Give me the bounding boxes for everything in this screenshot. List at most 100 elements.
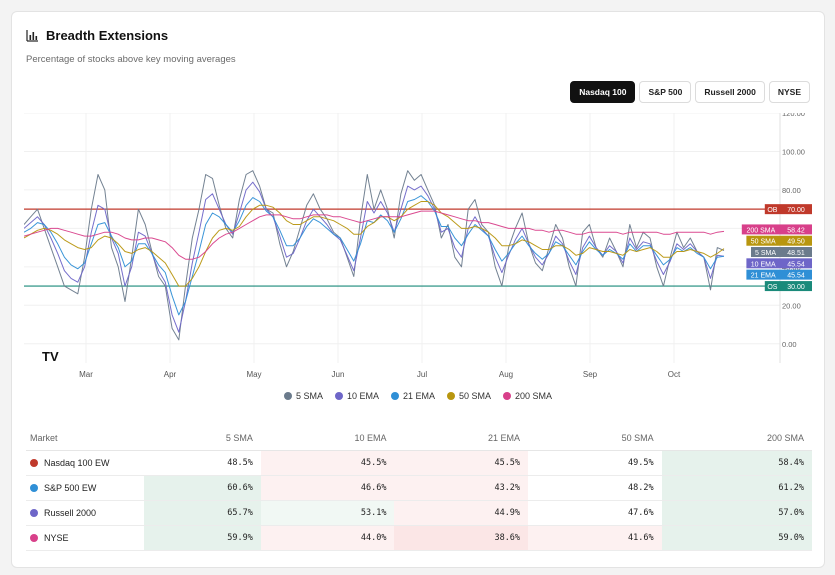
x-tick-label: Mar — [79, 370, 93, 379]
x-tick-label: Jul — [417, 370, 427, 379]
price-tag-50-sma: 50 SMA 49.50 — [746, 235, 812, 246]
value-cell: 57.0% — [661, 500, 812, 526]
legend-swatch — [447, 392, 455, 400]
tag-value: 58.42 — [787, 227, 805, 234]
value-cell: 58.4% — [661, 450, 812, 476]
y-tick-label: 0.00 — [782, 340, 797, 349]
price-tag-5-sma: 5 SMA 48.51 — [751, 247, 812, 258]
tag-value-bg — [780, 269, 812, 280]
y-tick-label: 100.00 — [782, 147, 805, 156]
value-cell: 47.6% — [528, 500, 662, 526]
price-tag-200-sma: 200 SMA 58.42 — [741, 224, 812, 235]
title-row: Breadth Extensions — [26, 28, 168, 43]
value-cell: 59.9% — [144, 525, 261, 551]
tag-value-bg — [780, 204, 812, 215]
legend-swatch — [390, 392, 399, 400]
col-header-market: Market — [26, 426, 144, 451]
value-cell: 45.5% — [260, 450, 395, 476]
tag-label-bg — [751, 247, 780, 258]
tag-label: 200 SMA — [747, 227, 776, 234]
market-cell: S&P 500 EW — [26, 475, 144, 501]
tag-value: 70.00 — [787, 207, 805, 214]
tag-value-bg — [780, 224, 812, 235]
market-dot — [30, 483, 38, 492]
tag-value: 45.54 — [787, 261, 805, 268]
price-tag-10-ema: 10 EMA 45.54 — [746, 258, 812, 269]
market-dot — [30, 533, 38, 542]
market-cell: NYSE — [26, 525, 144, 551]
value-cell: 45.5% — [394, 450, 529, 476]
x-tick-label: May — [246, 370, 261, 379]
tag-value: 49.50 — [787, 239, 805, 246]
tag-value: 30.00 — [787, 284, 805, 291]
x-tick-label: Aug — [499, 370, 513, 379]
tag-value-bg — [780, 235, 812, 246]
market-name: S&P 500 EW — [44, 482, 97, 493]
x-tick-label: Jun — [332, 370, 345, 379]
tag-label: 21 EMA — [751, 273, 776, 280]
value-cell: 48.2% — [528, 475, 662, 501]
tag-value-bg — [780, 247, 812, 258]
chart-legend: 5 SMA 10 EMA 21 EMA 50 SMA 200 SMA — [12, 391, 824, 401]
tag-value-bg — [780, 258, 812, 269]
legend-swatch — [283, 392, 292, 400]
tag-label: 10 EMA — [751, 261, 776, 268]
legend-item-10-ema[interactable]: 10 EMA — [334, 391, 379, 401]
value-cell: 46.6% — [260, 475, 395, 501]
market-cell: Russell 2000 — [26, 500, 144, 526]
legend-item-200-sma[interactable]: 200 SMA — [503, 391, 552, 401]
table-row[interactable]: NYSE 59.9% 44.0% 38.6% 41.6% 59.0% — [26, 525, 812, 551]
col-header-21-ema: 21 EMA — [394, 426, 529, 451]
value-cell: 38.6% — [394, 525, 529, 551]
table-header-row: Market 5 SMA 10 EMA 21 EMA 50 SMA 200 SM… — [26, 426, 812, 451]
legend-item-21-ema[interactable]: 21 EMA — [390, 391, 435, 401]
tag-label: OS — [767, 284, 777, 291]
col-header-200-sma: 200 SMA — [661, 426, 812, 451]
legend-swatch — [503, 392, 512, 400]
col-header-50-sma: 50 SMA — [528, 426, 662, 451]
tag-label: 5 SMA — [755, 250, 776, 257]
table-row[interactable]: S&P 500 EW 60.6% 46.6% 43.2% 48.2% 61.2% — [26, 475, 812, 501]
legend-item-50-sma[interactable]: 50 SMA — [447, 391, 491, 401]
market-name: Russell 2000 — [44, 507, 97, 518]
tab-russell-2000[interactable]: Russell 2000 — [695, 81, 765, 103]
value-cell: 48.5% — [144, 450, 261, 476]
x-tick-label: Sep — [583, 370, 598, 379]
legend-label: 5 SMA — [295, 391, 323, 401]
value-cell: 49.5% — [528, 450, 662, 476]
tag-label-bg — [746, 269, 780, 280]
tab-nyse[interactable]: NYSE — [768, 81, 810, 103]
price-tag-21-ema: 21 EMA 45.54 — [746, 269, 812, 280]
value-cell: 44.9% — [394, 500, 529, 526]
x-tick-label: Oct — [668, 370, 681, 379]
legend-item-5-sma[interactable]: 5 SMA — [283, 391, 323, 401]
value-cell: 41.6% — [528, 525, 662, 551]
value-cell: 59.0% — [661, 525, 812, 551]
table-row[interactable]: Russell 2000 65.7% 53.1% 44.9% 47.6% 57.0% — [26, 500, 812, 526]
tag-label: 50 SMA — [751, 239, 776, 246]
market-cell: Nasdaq 100 EW — [26, 450, 144, 476]
legend-swatch — [334, 392, 343, 400]
tag-value: 48.51 — [787, 250, 805, 257]
value-cell: 44.0% — [260, 525, 395, 551]
x-tick-label: Apr — [164, 370, 177, 379]
tab-sp-500[interactable]: S&P 500 — [639, 81, 692, 103]
market-name: NYSE — [44, 532, 69, 543]
tag-label-bg — [746, 258, 780, 269]
tag-label-bg — [764, 281, 780, 292]
market-name: Nasdaq 100 EW — [44, 457, 110, 468]
legend-label: 10 EMA — [346, 391, 379, 401]
bar-chart-icon — [26, 30, 38, 42]
breadth-chart[interactable]: MarAprMayJunJulAugSepOct0.0020.0040.0060… — [24, 113, 814, 383]
table-row[interactable]: Nasdaq 100 EW 48.5% 45.5% 45.5% 49.5% 58.4% — [26, 450, 812, 476]
market-tabs: Nasdaq 100 S&P 500 Russell 2000 NYSE — [570, 81, 810, 103]
ref-tag-os: OS 30.00 — [764, 281, 812, 292]
tab-nasdaq-100[interactable]: Nasdaq 100 — [570, 81, 636, 103]
value-cell: 43.2% — [394, 475, 529, 501]
col-header-10-ema: 10 EMA — [260, 426, 395, 451]
tradingview-logo: TV — [42, 349, 59, 364]
tag-label-bg — [764, 204, 780, 215]
series-line-10-ema — [24, 181, 725, 333]
tag-label: OB — [767, 207, 777, 214]
breadth-table: Market 5 SMA 10 EMA 21 EMA 50 SMA 200 SM… — [26, 426, 812, 551]
